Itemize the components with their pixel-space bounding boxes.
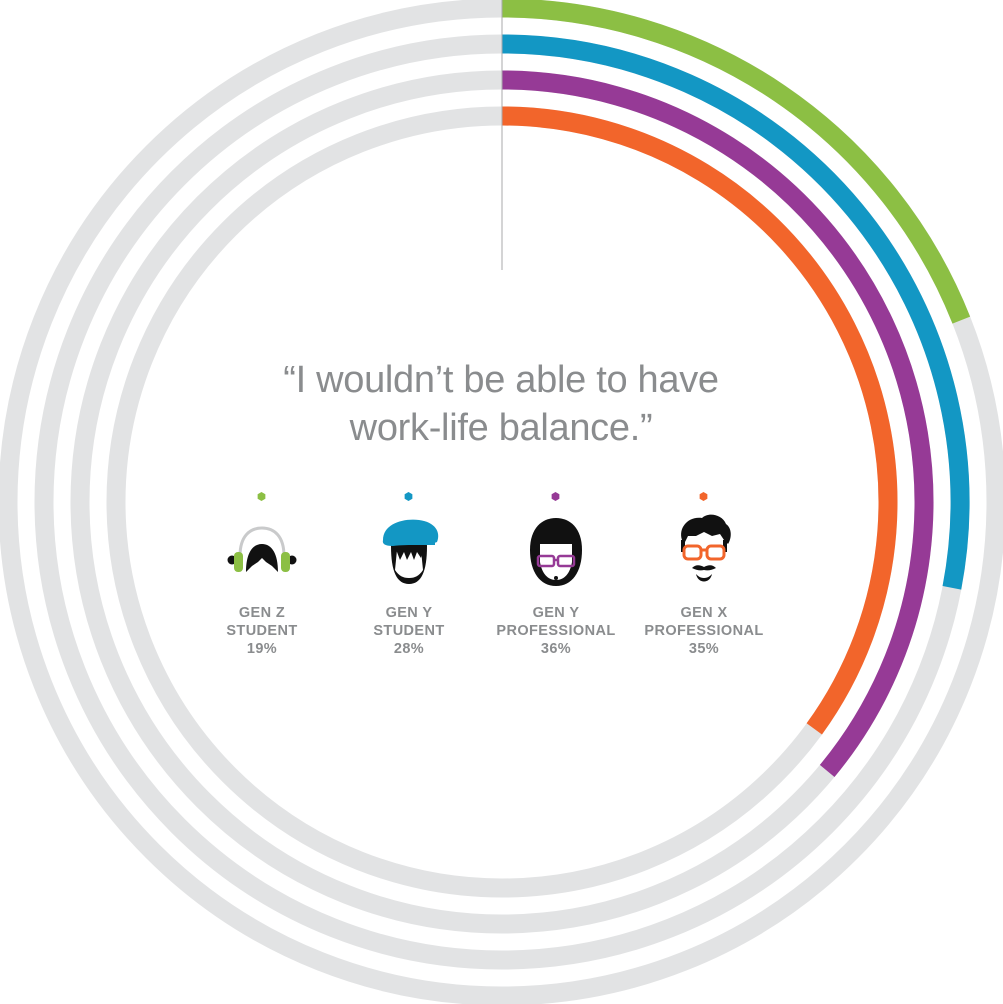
series-color-dot	[551, 492, 560, 501]
legend-value: 35%	[688, 641, 720, 657]
quote-line-1: “I wouldn’t be able to have	[283, 359, 719, 401]
bar-gen-y-student	[501, 34, 970, 590]
bar-gen-y-professional	[501, 70, 934, 778]
legend-value: 19%	[246, 641, 278, 657]
legend-label-line-2: PROFESSIONAL	[644, 623, 764, 639]
glasses-bob-avatar-icon	[530, 518, 582, 586]
bar-gen-z-student	[501, 0, 971, 324]
bearded-hipster-avatar-icon	[681, 514, 731, 582]
legend-label-line-1: GEN X	[680, 605, 728, 621]
beret-avatar-icon	[382, 519, 439, 584]
quote-line-2: work-life balance.”	[349, 407, 653, 449]
headphones-avatar-icon	[227, 526, 297, 572]
series-color-dot	[404, 492, 413, 501]
ring-bars	[501, 0, 971, 778]
legend-value: 28%	[393, 641, 425, 657]
series-color-dot	[699, 492, 708, 501]
legend-label-line-1: GEN Y	[532, 605, 580, 621]
legend-label-line-2: STUDENT	[226, 623, 298, 639]
series-color-dot	[257, 492, 266, 501]
chart-title: “I wouldn’t be able to have work-life ba…	[201, 356, 801, 452]
bar-gen-x-professional	[501, 106, 898, 735]
legend-label-line-2: STUDENT	[373, 623, 445, 639]
legend-label-line-1: GEN Y	[385, 605, 433, 621]
legend-label-line-1: GEN Z	[238, 605, 286, 621]
legend-value: 36%	[540, 641, 572, 657]
legend-label-line-2: PROFESSIONAL	[496, 623, 616, 639]
